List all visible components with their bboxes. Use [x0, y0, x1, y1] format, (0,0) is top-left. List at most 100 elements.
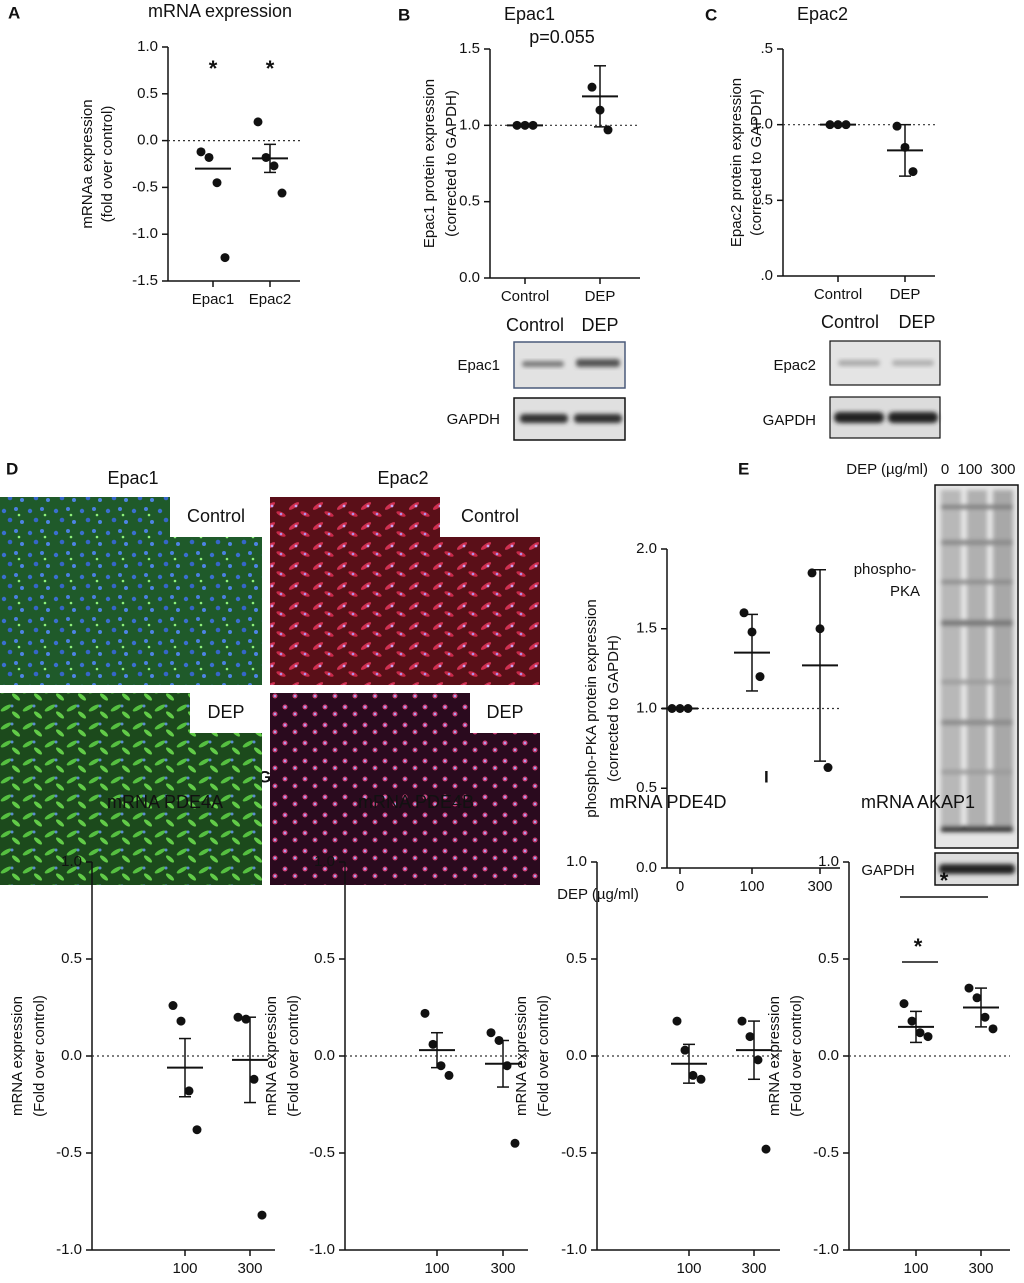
y-tick-label: 2.0: [636, 540, 657, 557]
y-tick-label: 1.0: [818, 853, 839, 870]
y-tick-label: -1.5: [132, 272, 158, 289]
data-point: [428, 1039, 438, 1049]
data-point: [739, 608, 749, 618]
data-point: [892, 121, 902, 131]
blot-band: [522, 361, 564, 367]
blot-header: 0: [941, 461, 949, 478]
data-point: [220, 253, 230, 263]
x-tick-label: 100: [172, 1260, 197, 1277]
y-axis-label: (fold over control): [99, 106, 116, 223]
y-tick-label: 1.0: [752, 116, 773, 133]
data-point: [444, 1070, 454, 1080]
y-tick-label: 0.0: [459, 269, 480, 286]
y-tick-label: 1.5: [459, 40, 480, 57]
image-column-title: Epac2: [377, 468, 428, 488]
y-axis-label: mRNA expression: [766, 996, 783, 1116]
data-point: [184, 1086, 194, 1096]
data-point: [761, 1144, 771, 1154]
blot-header: DEP: [581, 315, 618, 335]
blot-row-label: GAPDH: [447, 411, 500, 428]
blot-header: Control: [821, 312, 879, 332]
blot-band: [834, 412, 884, 423]
y-tick-label: -1.0: [813, 1241, 839, 1258]
data-point: [899, 999, 909, 1009]
data-point: [696, 1074, 706, 1084]
chart-title: Epac1: [504, 4, 555, 24]
blot-band: [892, 360, 934, 366]
image-label: Control: [461, 506, 519, 526]
data-point: [269, 161, 279, 171]
y-tick-label: 0.0: [636, 859, 657, 876]
y-tick-label: 1.0: [636, 699, 657, 716]
blot-row-label: Epac2: [773, 357, 816, 374]
data-point: [168, 1001, 178, 1011]
y-axis-label: mRNA expression: [263, 996, 280, 1116]
y-axis-label: (corrected to GAPDH): [748, 89, 765, 236]
blot-row-label: GAPDH: [763, 412, 816, 429]
data-point: [257, 1210, 267, 1220]
blot-row-label: GAPDH: [861, 862, 914, 879]
data-point: [603, 125, 613, 135]
data-point: [907, 1016, 917, 1026]
x-tick-label: 300: [490, 1260, 515, 1277]
y-tick-label: 1.0: [61, 853, 82, 870]
x-tick-label: 100: [424, 1260, 449, 1277]
blot-header: Control: [506, 315, 564, 335]
annotation: *: [209, 56, 218, 81]
image-label-box: [440, 497, 540, 537]
x-tick-label: DEP: [585, 288, 616, 305]
data-point: [192, 1125, 202, 1135]
blot-header: 300: [990, 461, 1015, 478]
x-tick-label: DEP: [890, 286, 921, 303]
data-point: [176, 1016, 186, 1026]
chart-title: Epac2: [797, 4, 848, 24]
data-point: [745, 1032, 755, 1042]
y-tick-label: -1.0: [561, 1241, 587, 1258]
y-tick-label: 0.0: [314, 1047, 335, 1064]
y-tick-label: -1.0: [132, 225, 158, 242]
image-label-box: [190, 693, 262, 733]
y-tick-label: -1.0: [309, 1241, 335, 1258]
blot-lanes: [941, 490, 1013, 832]
chart-title: mRNA PDE4A: [107, 792, 223, 812]
data-point: [964, 983, 974, 993]
y-axis-label: (corrected to GAPDH): [443, 90, 460, 237]
y-tick-label: 0.0: [61, 1047, 82, 1064]
x-tick-label: Control: [501, 288, 549, 305]
data-point: [737, 1016, 747, 1026]
blot-band: [838, 360, 880, 366]
y-tick-label: 0.0: [818, 1047, 839, 1064]
image-label: DEP: [207, 702, 244, 722]
data-point: [212, 178, 222, 188]
y-axis-label: (Fold over control): [788, 995, 805, 1117]
image-column-title: Epac1: [107, 468, 158, 488]
y-axis-label: (corrected to GAPDH): [605, 635, 622, 782]
data-point: [587, 82, 597, 92]
x-tick-label: 300: [741, 1260, 766, 1277]
data-point: [502, 1061, 512, 1071]
y-tick-label: 1.0: [314, 853, 335, 870]
data-point: [680, 1045, 690, 1055]
y-tick-label: -0.5: [56, 1144, 82, 1161]
x-tick-label: 300: [237, 1260, 262, 1277]
y-axis-label: mRNA expression: [9, 996, 26, 1116]
panel-label: C: [705, 5, 717, 24]
data-point: [241, 1014, 251, 1024]
annotation: *: [266, 56, 275, 81]
data-point: [823, 763, 833, 773]
y-axis-label: mRNA expression: [513, 996, 530, 1116]
y-axis-label: Epac2 protein expression: [728, 78, 745, 247]
blot-header: 100: [957, 461, 982, 478]
data-point: [253, 117, 263, 127]
data-point: [972, 993, 982, 1003]
chart-title: mRNA expression: [148, 1, 292, 21]
image-label-box: [470, 693, 540, 733]
x-tick-label: Epac1: [192, 291, 235, 308]
data-point: [249, 1074, 259, 1084]
data-point: [753, 1055, 763, 1065]
y-tick-label: 0.5: [61, 950, 82, 967]
y-tick-label: 0.5: [566, 950, 587, 967]
data-point: [277, 188, 287, 198]
panel-label: A: [8, 3, 20, 22]
